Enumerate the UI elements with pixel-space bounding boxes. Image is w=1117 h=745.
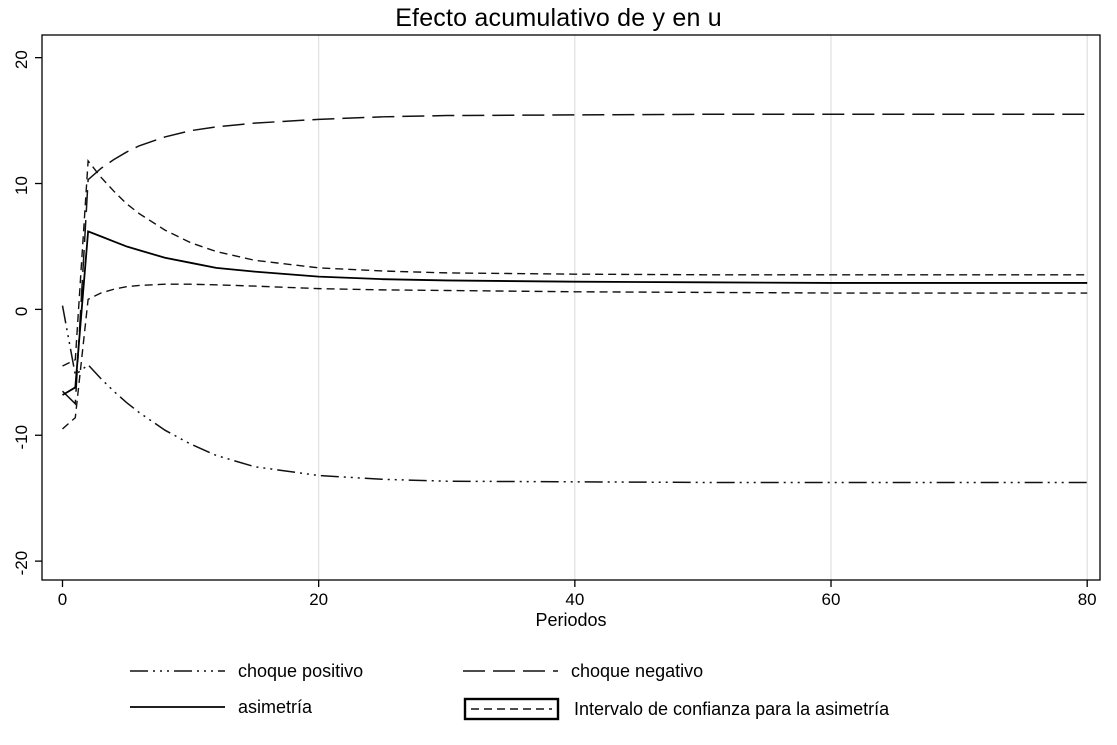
x-tick-label-0: 0 bbox=[58, 590, 67, 609]
x-tick-label-60: 60 bbox=[822, 590, 841, 609]
x-axis-label: Periodos bbox=[535, 610, 607, 630]
legend-label-choque-positivo: choque positivo bbox=[238, 660, 364, 681]
series-line-2 bbox=[62, 158, 1088, 367]
plot-border bbox=[41, 34, 1101, 581]
series-line-1 bbox=[61, 113, 1088, 406]
legend-label-choque-negativo: choque negativo bbox=[571, 660, 704, 681]
plot-area: 0 20 40 60 80 -20 -10 0 10 20 bbox=[12, 34, 1101, 609]
y-tick-label-10: 10 bbox=[12, 176, 31, 195]
choque-negativo-line-sample-icon bbox=[463, 670, 558, 672]
x-tick-label-80: 80 bbox=[1078, 590, 1097, 609]
x-tick-label-20: 20 bbox=[309, 590, 328, 609]
legend: choque positivo choque negativo asimetrí… bbox=[0, 652, 1117, 742]
legend-item-asimetria: asimetría bbox=[130, 696, 312, 718]
y-tick-label-0: 0 bbox=[12, 307, 31, 316]
choque-positivo-line-sample-icon bbox=[130, 670, 225, 672]
legend-label-asimetria: asimetría bbox=[238, 696, 313, 717]
series-line-0 bbox=[61, 305, 1088, 484]
y-tick-label--20: -20 bbox=[12, 551, 31, 576]
confidence-interval-box-sample-icon bbox=[463, 697, 560, 721]
legend-item-choque-positivo: choque positivo bbox=[130, 660, 363, 682]
chart-title: Efecto acumulativo de y en u bbox=[395, 4, 722, 32]
x-tick-label-40: 40 bbox=[565, 590, 584, 609]
series-line-4 bbox=[62, 230, 1088, 396]
y-tick-label--10: -10 bbox=[12, 425, 31, 450]
asimetria-line-sample-icon bbox=[130, 706, 225, 708]
legend-label-intervalo-confianza: Intervalo de confianza para la asimetría bbox=[574, 698, 890, 719]
legend-item-choque-negativo: choque negativo bbox=[463, 660, 703, 682]
series-line-3 bbox=[62, 283, 1088, 430]
y-tick-label-20: 20 bbox=[12, 50, 31, 69]
legend-item-intervalo-confianza: Intervalo de confianza para la asimetría bbox=[463, 696, 889, 722]
